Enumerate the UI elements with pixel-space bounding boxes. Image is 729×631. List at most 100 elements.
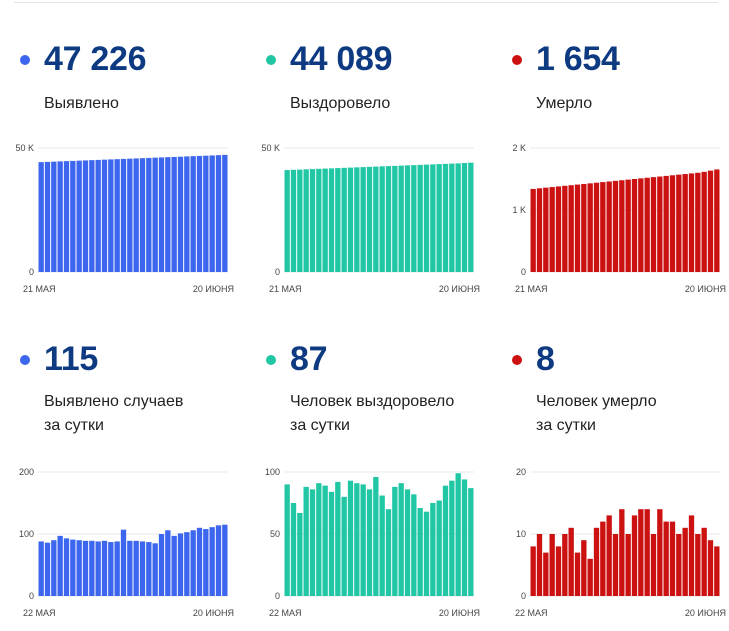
bar	[209, 527, 215, 596]
bar-chart: 0 50 100 22 МАЯ 20 ИЮНЯ	[265, 467, 480, 618]
bar	[209, 155, 215, 272]
bar	[63, 161, 70, 272]
bar	[555, 186, 562, 272]
bar	[461, 163, 468, 272]
bar	[366, 489, 373, 596]
x-tick-label: 20 ИЮНЯ	[439, 608, 480, 618]
bar	[688, 173, 695, 272]
bar	[284, 484, 290, 596]
stat-label: Выявлено	[44, 95, 119, 112]
bar	[360, 484, 366, 596]
x-tick-label: 20 ИЮНЯ	[439, 284, 480, 294]
bar	[600, 521, 606, 596]
bar	[95, 541, 101, 596]
bar	[714, 546, 720, 596]
bar	[347, 167, 354, 272]
bar	[63, 538, 70, 596]
y-tick-label: 100	[265, 467, 280, 477]
bar	[701, 171, 707, 272]
total-cases-card: 47 226 Выявлено 0 50 K 21 МАЯ 20 ИЮНЯ	[14, 30, 244, 330]
bar	[612, 180, 619, 272]
bar	[430, 503, 436, 596]
bar	[676, 174, 682, 272]
bar	[411, 165, 417, 272]
bar	[606, 515, 612, 596]
x-tick-label: 20 ИЮНЯ	[685, 608, 726, 618]
x-tick-label: 20 ИЮНЯ	[193, 608, 234, 618]
bar	[619, 180, 625, 272]
bar	[549, 187, 555, 272]
x-tick-label: 21 МАЯ	[23, 284, 56, 294]
bar	[682, 527, 688, 596]
bar	[593, 182, 600, 272]
x-tick-label: 22 МАЯ	[23, 608, 56, 618]
y-tick-label: 0	[29, 591, 34, 601]
bar	[625, 534, 631, 596]
stat-number: 8	[536, 340, 555, 378]
bar	[366, 166, 373, 272]
y-tick-label: 50 K	[261, 143, 280, 153]
bar	[171, 535, 177, 596]
bar	[631, 515, 638, 596]
bar	[120, 158, 127, 272]
bar	[638, 178, 644, 272]
bar	[468, 488, 474, 596]
y-tick-label: 0	[521, 591, 526, 601]
bar	[196, 155, 203, 272]
bar	[146, 542, 152, 596]
bar	[398, 483, 404, 596]
bar	[436, 500, 442, 596]
y-tick-label: 2 K	[512, 143, 526, 153]
bar	[76, 160, 82, 272]
bar	[606, 181, 612, 272]
red-bullet	[512, 55, 522, 65]
bar	[663, 521, 669, 596]
bar	[568, 185, 574, 272]
bar	[158, 534, 165, 596]
bar	[385, 509, 392, 596]
y-tick-label: 0	[275, 267, 280, 277]
bar	[543, 552, 549, 596]
bar	[284, 170, 290, 272]
bar	[619, 509, 625, 596]
deaths-card: 1 654 Умерло 0 1 K 2 K 21 МАЯ 20 ИЮНЯ	[506, 30, 729, 330]
bar	[184, 532, 190, 596]
blue-bullet	[20, 55, 30, 65]
bar	[114, 541, 120, 596]
bar	[379, 495, 385, 596]
stat-label: Человек умерло за сутки	[536, 393, 657, 434]
stat-number: 44 089	[290, 40, 393, 78]
bar	[404, 165, 411, 272]
daily-recovered-card: 87 Человек выздоровело за сутки 0 50 100 22 …	[260, 330, 490, 630]
bar	[587, 558, 593, 596]
y-tick-label: 50	[270, 529, 280, 539]
bar-chart: 0 50 K 21 МАЯ 20 ИЮНЯ	[15, 143, 234, 294]
bar	[82, 160, 89, 272]
bar	[555, 546, 562, 596]
bar	[360, 167, 366, 272]
bar	[82, 540, 89, 596]
bar	[373, 166, 379, 272]
stat-label: Человек выздоровело за сутки	[290, 393, 455, 434]
stat-number: 115	[44, 340, 98, 378]
bar	[455, 473, 461, 596]
bar	[581, 183, 587, 272]
bar	[695, 172, 701, 272]
stat-number: 87	[290, 340, 328, 378]
bar	[392, 486, 398, 596]
bar	[669, 521, 676, 596]
y-tick-label: 10	[516, 529, 526, 539]
bar	[165, 530, 171, 596]
bar	[303, 169, 309, 272]
bar	[297, 512, 303, 596]
bar	[322, 168, 328, 272]
bar	[127, 158, 133, 272]
y-tick-label: 1 K	[512, 205, 526, 215]
bar	[411, 494, 417, 596]
bar	[695, 534, 701, 596]
bar	[127, 540, 133, 596]
bar	[190, 156, 196, 272]
daily-cases-card: 115 Выявлено случаев за сутки 0 100 200 22 М…	[14, 330, 244, 630]
stat-number: 1 654	[536, 40, 620, 78]
bar	[290, 503, 297, 596]
